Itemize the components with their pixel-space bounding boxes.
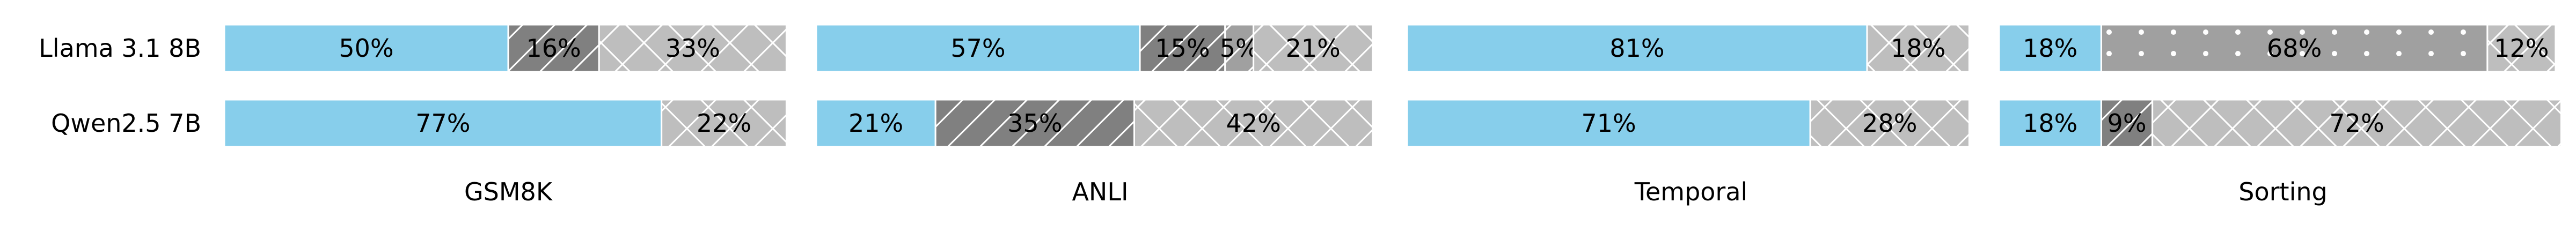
panel-sorting: 18% 68% 12% 18% 9% 72% Sorting [1998, 24, 2562, 206]
segment-label: 18% [2023, 109, 2077, 138]
row-label-0: Llama 3.1 8B [39, 34, 201, 63]
bar-segment [1866, 24, 1970, 73]
segment-label: 77% [415, 109, 470, 138]
bar-segment [1253, 24, 1374, 73]
segment-label: 35% [1007, 109, 1062, 138]
bar-segment [1133, 99, 1374, 148]
bar-segment [1406, 99, 1811, 148]
row-label-1: Qwen2.5 7B [51, 109, 201, 138]
bar-segment [1139, 24, 1226, 73]
segment-label: 50% [339, 34, 393, 63]
bar-segment [223, 24, 509, 73]
bar-segment [934, 99, 1135, 148]
segment-label: 68% [2267, 34, 2322, 63]
bar-segment [507, 24, 600, 73]
bar-segment [2486, 24, 2557, 73]
segment-label: 5% [1220, 34, 1259, 63]
bar-segment [1224, 24, 1255, 73]
panel-title: ANLI [1072, 177, 1128, 206]
row-labels: Llama 3.1 8B Qwen2.5 7B [39, 34, 201, 138]
panel-title: GSM8K [464, 177, 553, 206]
panels: 50% 16% 33% 77% 22% GSM8K 57% 15% 5% 21% 21% 35% 42%… [223, 24, 2562, 206]
bar-segment [815, 99, 936, 148]
segment-label: 16% [526, 34, 581, 63]
panel-title: Sorting [2238, 177, 2327, 206]
segment-label: 9% [2107, 109, 2147, 138]
bar-segment [1406, 24, 1868, 73]
segment-label: 81% [1609, 34, 1664, 63]
segment-label: 28% [1862, 109, 1917, 138]
segment-label: 15% [1155, 34, 1210, 63]
panel-temporal: 81% 18% 71% 28% Temporal [1406, 24, 1970, 206]
panel-title: Temporal [1634, 177, 1748, 206]
segment-label: 12% [2494, 34, 2549, 63]
segment-label: 22% [697, 109, 751, 138]
bar-segment [1809, 99, 1970, 148]
bar-segment [598, 24, 787, 73]
bar-segment [2151, 99, 2562, 148]
segment-label: 18% [1891, 34, 1945, 63]
bar-segment [2100, 99, 2154, 148]
bar-segment [661, 99, 787, 148]
panel-gsm8k: 50% 16% 33% 77% 22% GSM8K [223, 24, 787, 206]
panel-anli: 57% 15% 5% 21% 21% 35% 42% ANLI [815, 24, 1374, 206]
segment-label: 42% [1226, 109, 1281, 138]
segment-label: 21% [1286, 34, 1341, 63]
bar-segment [1998, 24, 2102, 73]
segment-label: 72% [2329, 109, 2384, 138]
bar-segment [2100, 24, 2489, 73]
segment-label: 21% [848, 109, 903, 138]
segment-label: 57% [950, 34, 1005, 63]
segment-label: 71% [1581, 109, 1636, 138]
bar-segment [815, 24, 1141, 73]
segment-label: 18% [2023, 34, 2077, 63]
segment-label: 33% [665, 34, 720, 63]
